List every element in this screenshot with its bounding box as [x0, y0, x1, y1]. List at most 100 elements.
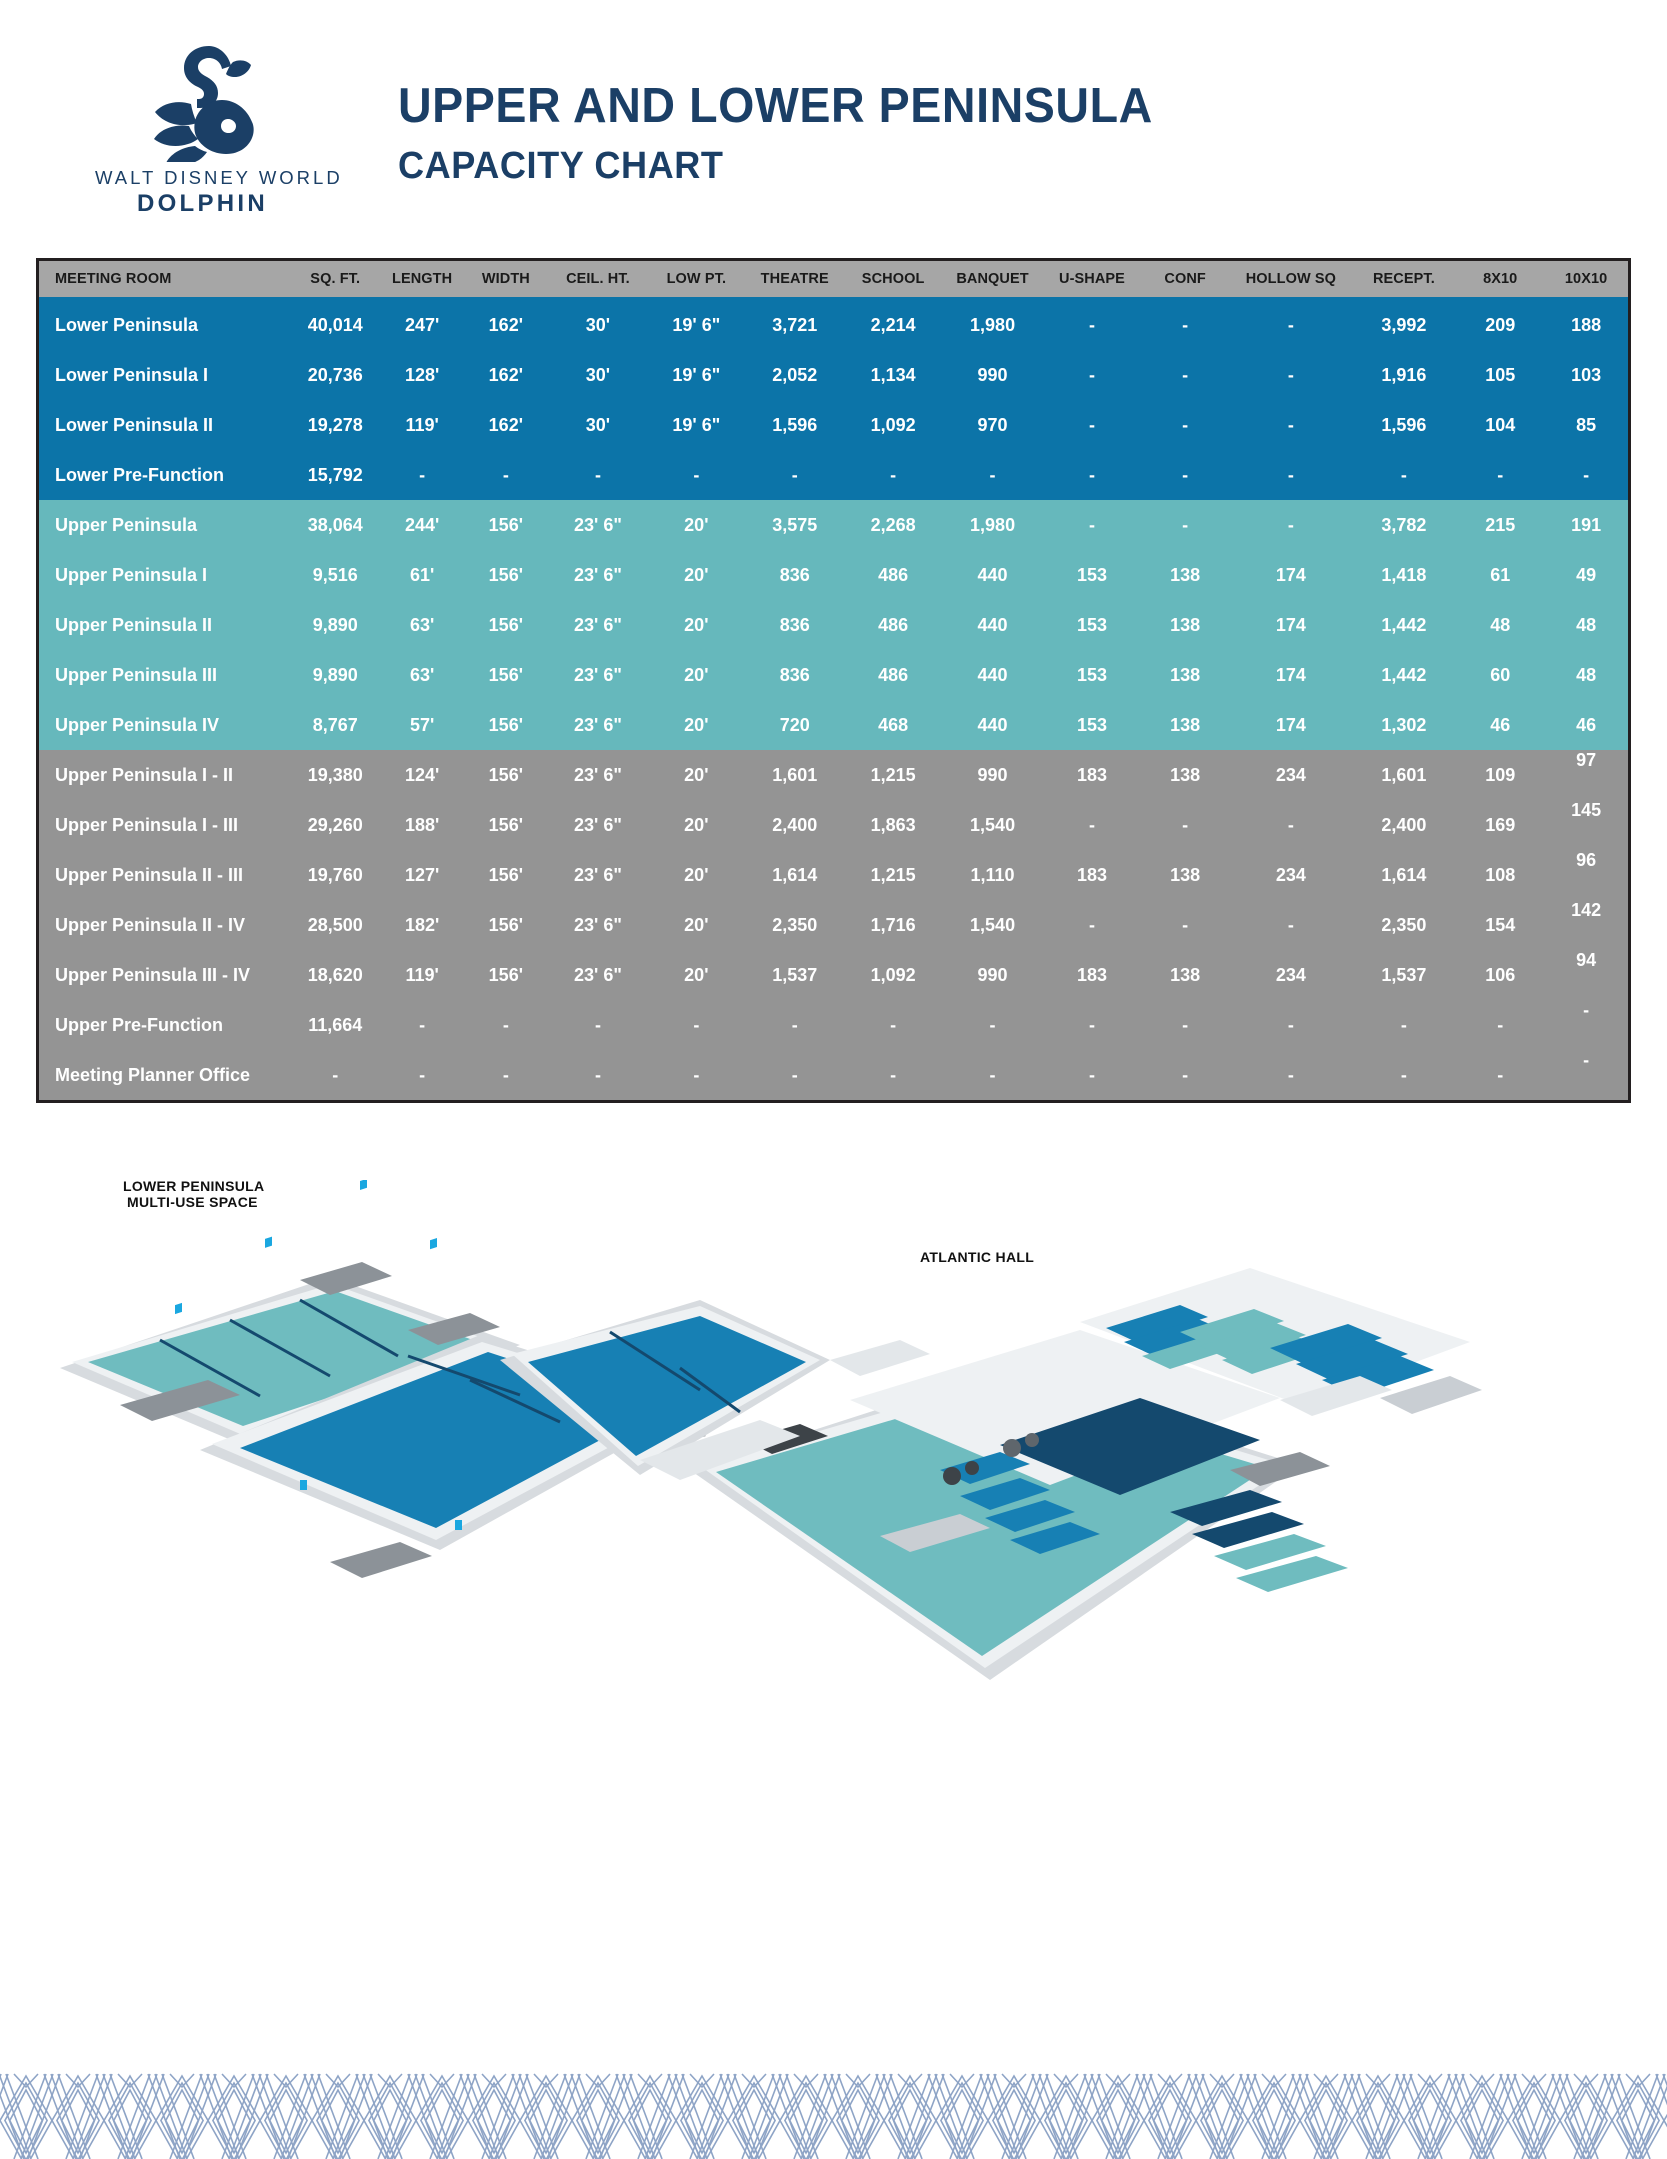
cell-recept: 1,916: [1351, 350, 1457, 400]
cell-length: -: [380, 1000, 464, 1050]
cell-room-name: Upper Pre-Function: [39, 1000, 291, 1050]
cell-theatre: -: [744, 1000, 845, 1050]
capacity-table: MEETING ROOM SQ. FT. LENGTH WIDTH CEIL. HT. L…: [39, 261, 1628, 1100]
cell-school: 1,215: [844, 850, 942, 900]
cell-sq-ft: 9,890: [290, 600, 381, 650]
cell-width: 156': [463, 600, 548, 650]
column-header-hollow-sq: HOLLOW SQ: [1230, 261, 1352, 297]
cell-room-name: Upper Peninsula I - III: [39, 800, 291, 850]
cell-low-pt: 20': [648, 550, 745, 600]
cell-theatre: -: [744, 1050, 845, 1100]
cell-school: 1,134: [844, 350, 942, 400]
column-header-sq-ft: SQ. FT.: [290, 261, 381, 297]
table-row: Upper Peninsula IV 8,767 57' 156' 23' 6" 20' 7…: [39, 700, 1628, 750]
cell-u-shape: 183: [1043, 950, 1141, 1000]
cell-hollow-sq: -: [1230, 350, 1352, 400]
cell-room-name: Upper Peninsula II - III: [39, 850, 291, 900]
table-row: Upper Peninsula III - IV 18,620 119' 156' 23…: [39, 950, 1628, 1000]
cell-banquet: 440: [941, 700, 1044, 750]
column-header-low-pt: LOW PT.: [648, 261, 745, 297]
table-row: Upper Peninsula I - II 19,380 124' 156' 23' …: [39, 750, 1628, 800]
cell-recept: -: [1351, 1000, 1457, 1050]
page-header: WALT DISNEY WORLD DOLPHIN UPPER AND LOWE…: [0, 0, 1667, 250]
plan-pacific-hall: [500, 1300, 830, 1475]
cell-banquet: 990: [941, 350, 1044, 400]
cell-recept: -: [1351, 450, 1457, 500]
cell-conf: 138: [1140, 700, 1231, 750]
cell-10x10: 188: [1544, 297, 1628, 350]
cell-low-pt: -: [648, 1050, 745, 1100]
cell-ceil-ht: -: [547, 1000, 649, 1050]
cell-8x10: 215: [1456, 500, 1545, 550]
cell-width: 156': [463, 950, 548, 1000]
cell-hollow-sq: 174: [1230, 700, 1352, 750]
column-header-school: SCHOOL: [844, 261, 942, 297]
cell-theatre: 1,601: [744, 750, 845, 800]
cell-8x10: -: [1456, 1050, 1545, 1100]
cell-conf: 138: [1140, 950, 1231, 1000]
cell-ceil-ht: 30': [547, 400, 649, 450]
cell-hollow-sq: -: [1230, 1050, 1352, 1100]
cell-room-name: Upper Peninsula: [39, 500, 291, 550]
cell-room-name: Upper Peninsula I: [39, 550, 291, 600]
cell-theatre: 2,400: [744, 800, 845, 850]
cell-10x10: 85: [1544, 400, 1628, 450]
cell-hollow-sq: 174: [1230, 650, 1352, 700]
cell-recept: 1,442: [1351, 650, 1457, 700]
column-header-u-shape: U-SHAPE: [1043, 261, 1141, 297]
table-row: Upper Peninsula II 9,890 63' 156' 23' 6" 20' 8…: [39, 600, 1628, 650]
cell-school: 2,214: [844, 297, 942, 350]
table-row: Lower Peninsula 40,014 247' 162' 30' 19' 6" 3,…: [39, 297, 1628, 350]
cell-u-shape: -: [1043, 500, 1141, 550]
cell-school: 1,215: [844, 750, 942, 800]
cell-ceil-ht: 23' 6": [547, 600, 649, 650]
cell-sq-ft: 19,760: [290, 850, 381, 900]
cell-banquet: 970: [941, 400, 1044, 450]
cell-10x10: 191: [1544, 500, 1628, 550]
table-row: Upper Peninsula II - III 19,760 127' 156' 23…: [39, 850, 1628, 900]
plan-upper-peninsula-ballroom: [60, 1180, 520, 1448]
diamond-lattice-icon: [0, 2073, 1667, 2159]
cell-u-shape: -: [1043, 1000, 1141, 1050]
cell-ceil-ht: 23' 6": [547, 850, 649, 900]
cell-10x10: 48: [1544, 650, 1628, 700]
cell-room-name: Upper Peninsula III - IV: [39, 950, 291, 1000]
column-header-length: LENGTH: [380, 261, 464, 297]
cell-sq-ft: 28,500: [290, 900, 381, 950]
cell-theatre: 1,596: [744, 400, 845, 450]
cell-low-pt: 19' 6": [648, 297, 745, 350]
cell-ceil-ht: 23' 6": [547, 800, 649, 850]
cell-8x10: 61: [1456, 550, 1545, 600]
cell-ceil-ht: 23' 6": [547, 750, 649, 800]
cell-recept: 1,601: [1351, 750, 1457, 800]
cell-width: -: [463, 450, 548, 500]
cell-hollow-sq: 234: [1230, 950, 1352, 1000]
cell-theatre: 2,350: [744, 900, 845, 950]
cell-8x10: 104: [1456, 400, 1545, 450]
cell-banquet: 990: [941, 950, 1044, 1000]
page-subtitle: CAPACITY CHART: [398, 145, 724, 187]
cell-recept: 1,442: [1351, 600, 1457, 650]
cell-hollow-sq: 174: [1230, 550, 1352, 600]
brand-line-dolphin: DOLPHIN: [136, 190, 269, 218]
cell-recept: 3,782: [1351, 500, 1457, 550]
cell-sq-ft: 9,890: [290, 650, 381, 700]
cell-conf: -: [1140, 350, 1231, 400]
cell-ceil-ht: 30': [547, 297, 649, 350]
cell-length: 247': [380, 297, 464, 350]
cell-conf: 138: [1140, 550, 1231, 600]
cell-room-name: Lower Peninsula: [39, 297, 291, 350]
cell-length: 61': [380, 550, 464, 600]
cell-ceil-ht: 23' 6": [547, 900, 649, 950]
cell-recept: 1,614: [1351, 850, 1457, 900]
table-header-row: MEETING ROOM SQ. FT. LENGTH WIDTH CEIL. HT. L…: [39, 261, 1628, 297]
cell-u-shape: 153: [1043, 550, 1141, 600]
cell-school: -: [844, 450, 942, 500]
column-header-meeting-room: MEETING ROOM: [39, 261, 291, 297]
floorplan-labels: UPPER PENINSULA BALLROOMPACIFIC HALLMEET…: [123, 1180, 1034, 1265]
cell-low-pt: 19' 6": [648, 400, 745, 450]
cell-room-name: Upper Peninsula II - IV: [39, 900, 291, 950]
cell-u-shape: -: [1043, 297, 1141, 350]
cell-conf: -: [1140, 1000, 1231, 1050]
cell-10x10: -: [1544, 1000, 1628, 1050]
